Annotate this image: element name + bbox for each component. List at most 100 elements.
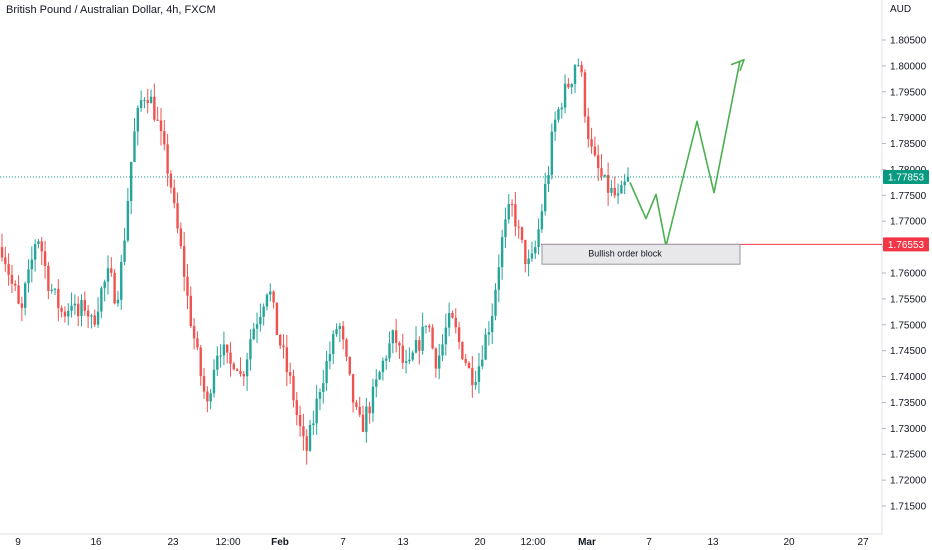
candle-body <box>0 247 4 258</box>
candle-body <box>113 272 116 304</box>
candle-body <box>447 312 451 328</box>
candle-body <box>209 393 212 402</box>
candle-body <box>510 204 514 206</box>
candle-body <box>86 310 90 317</box>
candle-body <box>262 306 265 317</box>
candle-body <box>73 303 77 306</box>
order-block-price-label: 1.76553 <box>888 240 925 251</box>
candle-body <box>219 355 222 357</box>
x-tick-label: 13 <box>397 537 409 548</box>
candle-body <box>176 203 179 229</box>
candle-body <box>418 340 421 351</box>
candle-body <box>212 369 216 394</box>
chart-title: British Pound / Australian Dollar, 4h, F… <box>6 4 216 16</box>
candle-body <box>540 211 544 230</box>
candle-body <box>252 328 255 340</box>
candle-body <box>189 295 192 327</box>
candles-layer <box>0 58 630 465</box>
candle-body <box>338 325 342 330</box>
currency-label: AUD <box>890 4 912 15</box>
candle-body <box>70 305 73 311</box>
candle-body <box>537 229 540 248</box>
candle-body <box>206 391 209 402</box>
y-tick-label: 1.76000 <box>890 269 927 280</box>
candle-body <box>146 100 149 104</box>
candle-body <box>153 96 156 120</box>
candle-body <box>500 237 504 268</box>
candle-body <box>222 344 226 356</box>
candle-body <box>573 65 577 84</box>
candle-body <box>398 342 401 346</box>
candle-body <box>20 303 24 308</box>
candle-body <box>341 325 345 340</box>
candle-body <box>305 436 308 451</box>
candle-body <box>471 367 474 386</box>
candle-body <box>587 116 590 140</box>
candle-body <box>163 131 166 145</box>
candle-body <box>272 291 275 303</box>
candle-body <box>580 65 583 73</box>
candle-body <box>590 139 593 147</box>
candle-body <box>348 356 351 375</box>
price-axis[interactable]: 1.805001.800001.795001.790001.785001.780… <box>881 0 927 534</box>
candle-body <box>550 131 554 175</box>
candle-body <box>375 379 378 387</box>
candle-body <box>507 204 510 220</box>
candle-body <box>96 311 100 325</box>
candle-body <box>408 359 411 362</box>
candle-body <box>120 261 123 300</box>
candle-body <box>444 327 448 345</box>
candle-body <box>103 281 106 289</box>
candle-body <box>361 414 365 432</box>
x-tick-label: 27 <box>857 537 869 548</box>
x-tick-label: 7 <box>646 537 652 548</box>
candle-body <box>239 370 242 374</box>
candle-body <box>292 375 295 401</box>
candle-body <box>43 251 47 266</box>
candle-body <box>312 423 315 425</box>
x-tick-label: 12:00 <box>215 537 240 548</box>
candle-body <box>4 257 7 265</box>
candle-body <box>414 340 418 353</box>
candle-body <box>216 355 219 370</box>
current-price-badge <box>883 170 929 185</box>
candle-body <box>279 335 282 346</box>
candle-body <box>7 264 10 275</box>
x-tick-label: 16 <box>90 537 102 548</box>
candle-body <box>192 326 196 339</box>
candle-body <box>524 239 527 264</box>
candle-body <box>169 173 173 188</box>
candle-body <box>245 359 249 377</box>
candle-body <box>47 265 50 291</box>
candle-body <box>63 311 67 317</box>
candle-body <box>626 177 630 182</box>
x-tick-label: 9 <box>15 537 21 548</box>
candle-body <box>401 345 404 363</box>
candle-body <box>67 310 70 317</box>
candle-body <box>139 100 143 108</box>
projection-path <box>629 60 741 247</box>
candle-body <box>179 228 183 247</box>
candle-body <box>325 361 328 384</box>
candle-body <box>613 187 616 196</box>
candle-body <box>434 348 438 369</box>
candle-body <box>543 183 547 212</box>
order-block-price-badge <box>883 237 929 252</box>
candle-body <box>202 376 206 392</box>
candle-body <box>534 247 537 254</box>
candle-body <box>378 372 381 380</box>
candle-body <box>487 332 491 335</box>
candle-body <box>295 400 298 415</box>
time-axis[interactable]: 9 16 23 12:00 Feb 7 13 20 12:00 Mar 7 13 20 27 <box>0 533 882 548</box>
candle-body <box>610 187 613 193</box>
candle-body <box>50 289 53 291</box>
candle-body <box>298 414 302 427</box>
candle-body <box>494 289 497 316</box>
candle-body <box>80 300 83 317</box>
candle-body <box>368 406 371 414</box>
candle-body <box>438 355 441 369</box>
candle-body <box>285 347 289 373</box>
candle-body <box>553 119 557 132</box>
candle-body <box>110 268 113 273</box>
